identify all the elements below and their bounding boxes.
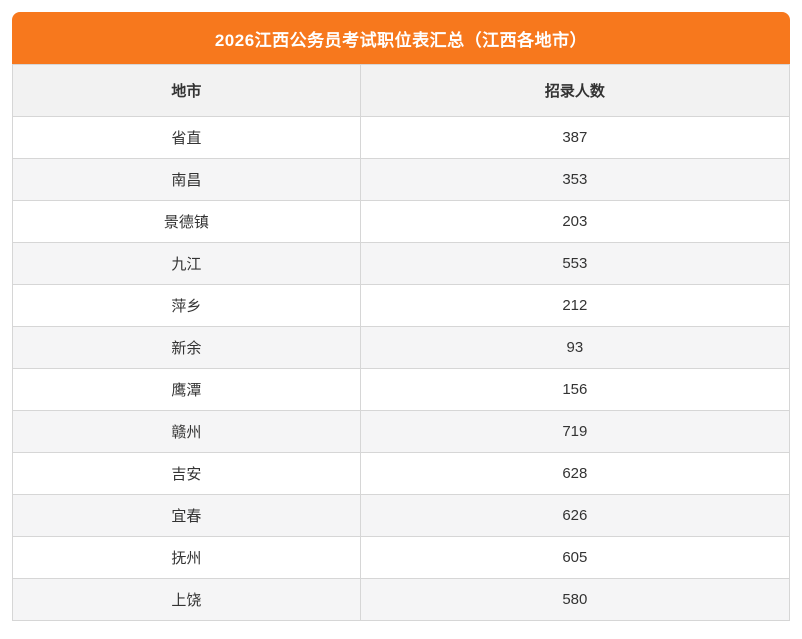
table-body: 省直 387 南昌 353 景德镇 203 九江 553 萍乡 212 新余 9… bbox=[12, 116, 791, 621]
table-row: 抚州 605 bbox=[12, 536, 791, 579]
column-header-count: 招录人数 bbox=[359, 64, 791, 117]
city-cell: 南昌 bbox=[12, 158, 361, 201]
count-cell: 93 bbox=[359, 326, 791, 369]
table-row: 萍乡 212 bbox=[12, 284, 791, 327]
column-header-city: 地市 bbox=[12, 64, 361, 117]
city-cell: 省直 bbox=[12, 116, 361, 159]
count-cell: 626 bbox=[359, 494, 791, 537]
count-cell: 719 bbox=[359, 410, 791, 453]
city-cell: 景德镇 bbox=[12, 200, 361, 243]
table-row: 南昌 353 bbox=[12, 158, 791, 201]
count-cell: 156 bbox=[359, 368, 791, 411]
count-cell: 605 bbox=[359, 536, 791, 579]
table-title-banner: 2026江西公务员考试职位表汇总（江西各地市） bbox=[12, 12, 790, 64]
table-row: 鹰潭 156 bbox=[12, 368, 791, 411]
city-cell: 萍乡 bbox=[12, 284, 361, 327]
table-row: 九江 553 bbox=[12, 242, 791, 285]
count-cell: 353 bbox=[359, 158, 791, 201]
count-cell: 580 bbox=[359, 578, 791, 621]
recruitment-table: 地市 招录人数 省直 387 南昌 353 景德镇 203 九江 553 萍乡 bbox=[12, 64, 791, 621]
city-cell: 吉安 bbox=[12, 452, 361, 495]
city-cell: 九江 bbox=[12, 242, 361, 285]
count-cell: 212 bbox=[359, 284, 791, 327]
table-header: 地市 招录人数 bbox=[12, 64, 791, 117]
table-row: 宜春 626 bbox=[12, 494, 791, 537]
table-row: 吉安 628 bbox=[12, 452, 791, 495]
count-cell: 553 bbox=[359, 242, 791, 285]
table-row: 新余 93 bbox=[12, 326, 791, 369]
city-cell: 鹰潭 bbox=[12, 368, 361, 411]
table-row: 省直 387 bbox=[12, 116, 791, 159]
table-row: 赣州 719 bbox=[12, 410, 791, 453]
count-cell: 387 bbox=[359, 116, 791, 159]
city-cell: 赣州 bbox=[12, 410, 361, 453]
city-cell: 宜春 bbox=[12, 494, 361, 537]
count-cell: 203 bbox=[359, 200, 791, 243]
city-cell: 新余 bbox=[12, 326, 361, 369]
count-cell: 628 bbox=[359, 452, 791, 495]
table-row: 上饶 580 bbox=[12, 578, 791, 621]
city-cell: 上饶 bbox=[12, 578, 361, 621]
city-cell: 抚州 bbox=[12, 536, 361, 579]
page-title: 2026江西公务员考试职位表汇总（江西各地市） bbox=[214, 30, 588, 50]
table-row: 景德镇 203 bbox=[12, 200, 791, 243]
table-header-row: 地市 招录人数 bbox=[12, 64, 791, 117]
